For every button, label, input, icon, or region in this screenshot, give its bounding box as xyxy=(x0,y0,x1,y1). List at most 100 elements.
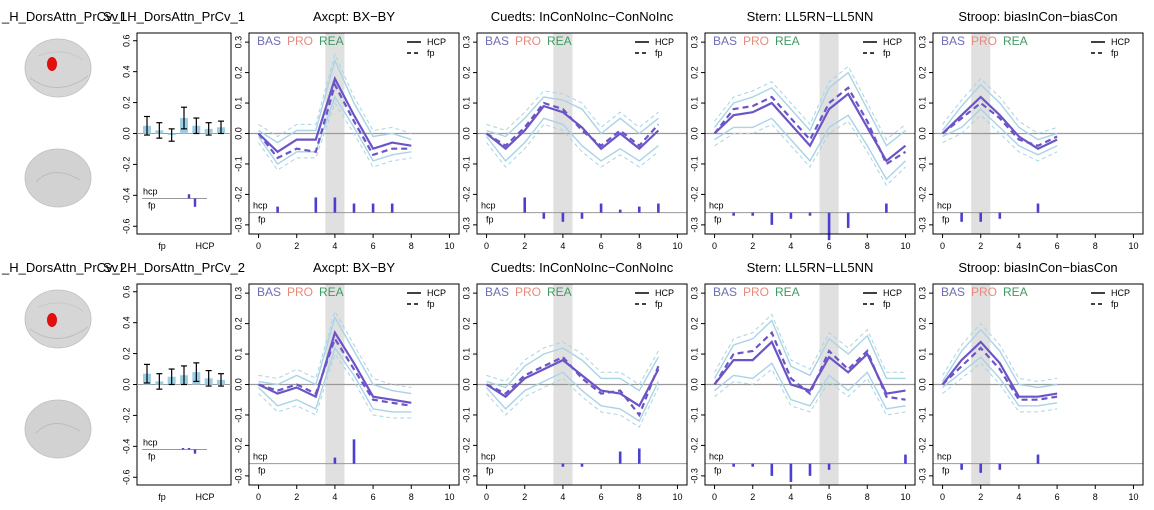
ci-lower-dashed xyxy=(942,114,1058,162)
marker-label-fp: fp xyxy=(486,215,494,225)
y-tick-label: 0.0 xyxy=(917,127,927,140)
marker-label-hcp: hcp xyxy=(253,201,268,211)
marker-bar xyxy=(770,463,774,476)
marker-bar xyxy=(846,212,850,228)
legend-label-fp: fp xyxy=(1111,48,1119,58)
summary-panel: 0.6 0.4 0.2 0.0 -0.2 -0.4 -0.6 hcp fp fp HCP xyxy=(121,32,232,251)
y-tick-label: 0.2 xyxy=(233,317,243,330)
legend-label-fp: fp xyxy=(655,48,663,58)
y-tick-label: -0.2 xyxy=(121,157,131,173)
series-hcp-line xyxy=(257,75,412,154)
x-tick-label: 8 xyxy=(1093,492,1098,502)
x-tick-label: 0 xyxy=(712,241,717,251)
y-tick-label: -0.2 xyxy=(121,408,131,424)
y-tick-label: -0.3 xyxy=(917,217,927,233)
y-tick-label: 0.2 xyxy=(689,317,699,330)
brain-fold xyxy=(37,302,84,312)
y-tick-label: 0.3 xyxy=(689,287,699,300)
x-tick-label: 6 xyxy=(827,241,832,251)
legend-session-pro: PRO xyxy=(287,34,313,48)
marker-bar xyxy=(523,197,527,213)
ci-upper-dashed xyxy=(714,65,906,141)
marker-label-fp: fp xyxy=(486,466,494,476)
x-tick-label: 0 xyxy=(484,241,489,251)
marker-label-fp: fp xyxy=(714,466,722,476)
legend-session-rea: REA xyxy=(547,34,572,48)
marker-bar xyxy=(751,463,755,467)
timecourse-panel-3: Stern: LL5RN−LL5NN 0.3 0.2 0.1 0.0 -0.1 -0.2 -0… xyxy=(689,260,916,502)
y-tick-label: 0.2 xyxy=(121,96,131,109)
series-hcp-line xyxy=(941,95,1058,150)
y-tick-label: -0.4 xyxy=(121,188,131,204)
legend-label-fp: fp xyxy=(883,48,891,58)
y-tick-label: -0.3 xyxy=(689,468,699,484)
y-tick-label: 0.3 xyxy=(917,36,927,49)
marker-bar xyxy=(998,463,1002,470)
row-1: _H_DorsAttn_PrCv_1Sv LH_DorsAttn_PrCv_1 0.… xyxy=(1,9,1144,251)
x-tick-label: 10 xyxy=(1128,492,1138,502)
y-tick-label: 0.4 xyxy=(121,65,131,78)
legend-label-hcp: HCP xyxy=(655,37,674,47)
marker-label-hcp: hcp xyxy=(709,452,724,462)
marker-bar xyxy=(637,448,641,464)
ci-lower-line xyxy=(942,108,1058,156)
x-tick-label: 0 xyxy=(712,492,717,502)
marker-bar xyxy=(187,448,191,450)
y-tick-label: -0.1 xyxy=(233,407,243,423)
marker-bar xyxy=(1036,203,1040,213)
x-tick-label: 4 xyxy=(1016,492,1021,502)
legend-session-bas: BAS xyxy=(257,285,281,299)
marker-label-hcp: hcp xyxy=(143,186,158,196)
y-tick-label: -0.1 xyxy=(461,407,471,423)
legend-session-pro: PRO xyxy=(971,285,997,299)
timecourse-panel-3: Stern: LL5RN−LL5NN 0.3 0.2 0.1 0.0 -0.1 -0.2 -0… xyxy=(689,9,916,251)
marker-label-hcp: hcp xyxy=(481,452,496,462)
x-tick-label: 0 xyxy=(940,241,945,251)
x-tick-label: 2 xyxy=(978,241,983,251)
panel-title: Stroop: biasInCon−biasCon xyxy=(958,9,1117,24)
panel-title: Cuedts: InConNoInc−ConNoInc xyxy=(491,260,674,275)
marker-label-fp: fp xyxy=(942,215,950,225)
x-tick-label: 10 xyxy=(672,492,682,502)
marker-bar xyxy=(618,209,622,213)
brain-lateral-view-2 xyxy=(24,289,92,349)
y-tick-label: 0.1 xyxy=(233,97,243,110)
legend-session-rea: REA xyxy=(775,34,800,48)
marker-bar xyxy=(732,463,735,467)
legend-session-pro: PRO xyxy=(287,285,313,299)
legend-session-rea: REA xyxy=(775,285,800,299)
x-label-fp: fp xyxy=(158,492,166,502)
panel-frame xyxy=(932,283,1144,486)
y-tick-label: 0.0 xyxy=(917,378,927,391)
marker-bar xyxy=(998,212,1002,219)
marker-bar xyxy=(808,463,812,476)
x-tick-label: 4 xyxy=(332,492,337,502)
panel-title: Stern: LL5RN−LL5NN xyxy=(747,9,874,24)
x-label-hcp: HCP xyxy=(195,241,214,251)
y-tick-label: -0.1 xyxy=(689,407,699,423)
y-tick-label: 0.3 xyxy=(689,36,699,49)
marker-bar xyxy=(770,212,774,225)
panel-title: Stern: LL5RN−LL5NN xyxy=(747,260,874,275)
legend-session-rea: REA xyxy=(547,285,572,299)
y-tick-label: 0.3 xyxy=(461,287,471,300)
panel-frame xyxy=(476,283,688,486)
x-tick-label: 8 xyxy=(637,241,642,251)
marker-bar xyxy=(979,463,983,473)
overlap-fragment: Sv xyxy=(103,260,119,275)
marker-bar xyxy=(193,449,197,454)
parcel-label: _H_DorsAttn_PrCv_1 xyxy=(1,9,127,24)
series-hcp-line xyxy=(485,358,660,408)
ci-lower-dashed xyxy=(486,123,659,168)
y-tick-label: 0.1 xyxy=(917,348,927,361)
y-tick-label: 0.2 xyxy=(121,347,131,360)
panel-frame xyxy=(704,32,916,235)
x-tick-label: 2 xyxy=(522,241,527,251)
y-tick-label: -0.1 xyxy=(917,156,927,172)
y-tick-label: 0.1 xyxy=(461,348,471,361)
y-tick-label: 0.2 xyxy=(917,317,927,330)
marker-bar xyxy=(371,203,375,213)
y-tick-label: 0.0 xyxy=(461,127,471,140)
marker-label-fp: fp xyxy=(148,200,156,210)
y-tick-label: 0.3 xyxy=(233,36,243,49)
